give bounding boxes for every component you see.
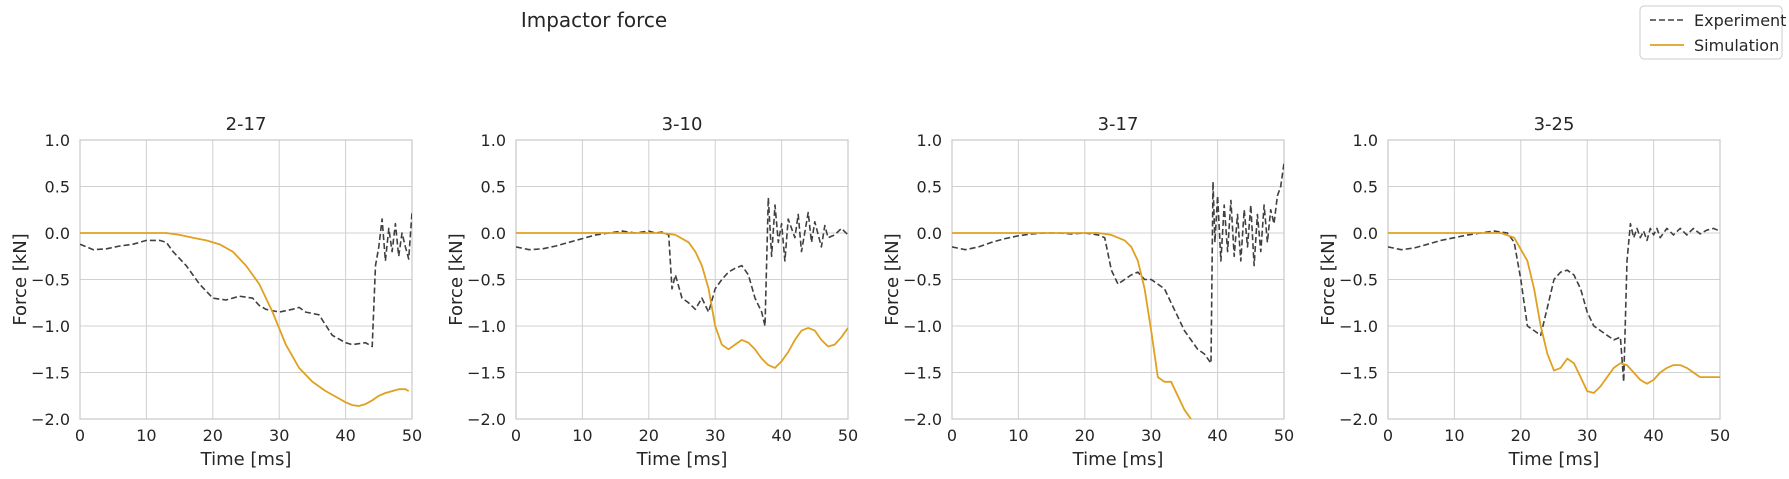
x-tick-label: 30 xyxy=(269,426,289,445)
simulation-line xyxy=(516,232,848,369)
x-tick-label: 0 xyxy=(511,426,521,445)
x-tick-label: 10 xyxy=(1444,426,1464,445)
x-tick-label: 20 xyxy=(1075,426,1095,445)
y-tick-label: 0.0 xyxy=(917,224,942,243)
experiment-line xyxy=(80,212,412,348)
y-tick-label: −1.0 xyxy=(903,317,942,336)
experiment-line xyxy=(516,196,848,327)
y-tick-label: −0.5 xyxy=(31,271,70,290)
x-tick-label: 30 xyxy=(705,426,725,445)
experiment-line xyxy=(1388,222,1720,383)
y-tick-label: 1.0 xyxy=(481,131,506,150)
y-tick-label: −1.5 xyxy=(467,364,506,383)
subplots: 0 10 20 30 40 50 1.0 0.5 0.0 −0.5 −1.0 −1.5 −2.0 2-17… xyxy=(10,114,1730,470)
subplot-4: 0 10 20 30 40 50 1.0 0.5 0.0 −0.5 −1.0 −1.5 −2.0 3-25… xyxy=(1318,114,1730,470)
x-tick-label: 0 xyxy=(1383,426,1393,445)
y-tick-label: −2.0 xyxy=(467,410,506,429)
y-tick-label: 0.0 xyxy=(481,224,506,243)
plot-frame xyxy=(79,139,413,420)
plot-frame xyxy=(951,139,1285,420)
y-tick-label: 0.5 xyxy=(1353,178,1378,197)
x-tick-label: 40 xyxy=(771,426,791,445)
y-tick-label: −1.0 xyxy=(1339,317,1378,336)
x-tick-label: 40 xyxy=(335,426,355,445)
x-tick-label: 20 xyxy=(1511,426,1531,445)
x-tick-label: 50 xyxy=(1274,426,1294,445)
subplot-3: 0 10 20 30 40 50 1.0 0.5 0.0 −0.5 −1.0 −1.5 −2.0 3-17… xyxy=(882,114,1294,470)
x-tick-label: 40 xyxy=(1643,426,1663,445)
y-tick-label: −1.0 xyxy=(467,317,506,336)
y-tick-label: −1.5 xyxy=(903,364,942,383)
x-tick-label: 0 xyxy=(75,426,85,445)
legend-experiment-label: Experiment xyxy=(1694,11,1786,30)
x-axis-label: Time [ms] xyxy=(200,449,292,470)
plot-frame xyxy=(515,139,849,420)
y-tick-label: −1.5 xyxy=(1339,364,1378,383)
y-tick-label: 0.0 xyxy=(45,224,70,243)
x-tick-label: 10 xyxy=(1008,426,1028,445)
y-axis-label: Force [kN] xyxy=(10,233,31,325)
y-tick-label: −0.5 xyxy=(467,271,506,290)
simulation-line xyxy=(952,232,1192,419)
y-axis-label: Force [kN] xyxy=(1318,233,1339,325)
y-tick-label: −1.0 xyxy=(31,317,70,336)
x-tick-label: 50 xyxy=(1710,426,1730,445)
subplot-title: 3-10 xyxy=(662,114,703,135)
subplot-title: 3-17 xyxy=(1098,114,1139,135)
x-tick-label: 0 xyxy=(947,426,957,445)
x-tick-label: 30 xyxy=(1577,426,1597,445)
y-tick-label: 1.0 xyxy=(45,131,70,150)
y-tick-label: −0.5 xyxy=(903,271,942,290)
y-tick-label: 1.0 xyxy=(1353,131,1378,150)
y-tick-label: −1.5 xyxy=(31,364,70,383)
y-tick-label: −0.5 xyxy=(1339,271,1378,290)
figure-title: Impactor force xyxy=(521,8,667,32)
y-tick-label: 0.5 xyxy=(45,178,70,197)
y-axis-label: Force [kN] xyxy=(882,233,903,325)
x-tick-label: 20 xyxy=(639,426,659,445)
legend: Experiment Simulation xyxy=(1639,5,1786,60)
y-tick-label: 0.0 xyxy=(1353,224,1378,243)
x-axis-label: Time [ms] xyxy=(636,449,728,470)
y-tick-label: −2.0 xyxy=(31,410,70,429)
x-tick-label: 20 xyxy=(203,426,223,445)
subplot-title: 2-17 xyxy=(226,114,267,135)
y-axis-label: Force [kN] xyxy=(446,233,467,325)
subplot-title: 3-25 xyxy=(1534,114,1575,135)
y-tick-label: −2.0 xyxy=(1339,410,1378,429)
x-tick-label: 50 xyxy=(838,426,858,445)
x-tick-label: 50 xyxy=(402,426,422,445)
x-tick-label: 40 xyxy=(1207,426,1227,445)
experiment-line xyxy=(952,163,1284,365)
x-axis-label: Time [ms] xyxy=(1508,449,1600,470)
x-tick-label: 10 xyxy=(136,426,156,445)
plot-frame xyxy=(1387,139,1721,420)
x-tick-label: 30 xyxy=(1141,426,1161,445)
y-tick-label: 1.0 xyxy=(917,131,942,150)
subplot-2: 0 10 20 30 40 50 1.0 0.5 0.0 −0.5 −1.0 −1.5 −2.0 3-10… xyxy=(446,114,858,470)
legend-simulation-label: Simulation xyxy=(1694,36,1779,55)
simulation-line xyxy=(80,232,410,407)
x-tick-label: 10 xyxy=(572,426,592,445)
y-tick-label: 0.5 xyxy=(481,178,506,197)
subplot-1: 0 10 20 30 40 50 1.0 0.5 0.0 −0.5 −1.0 −1.5 −2.0 2-17… xyxy=(10,114,422,470)
simulation-line xyxy=(1388,232,1720,394)
y-tick-label: −2.0 xyxy=(903,410,942,429)
y-tick-label: 0.5 xyxy=(917,178,942,197)
x-axis-label: Time [ms] xyxy=(1072,449,1164,470)
